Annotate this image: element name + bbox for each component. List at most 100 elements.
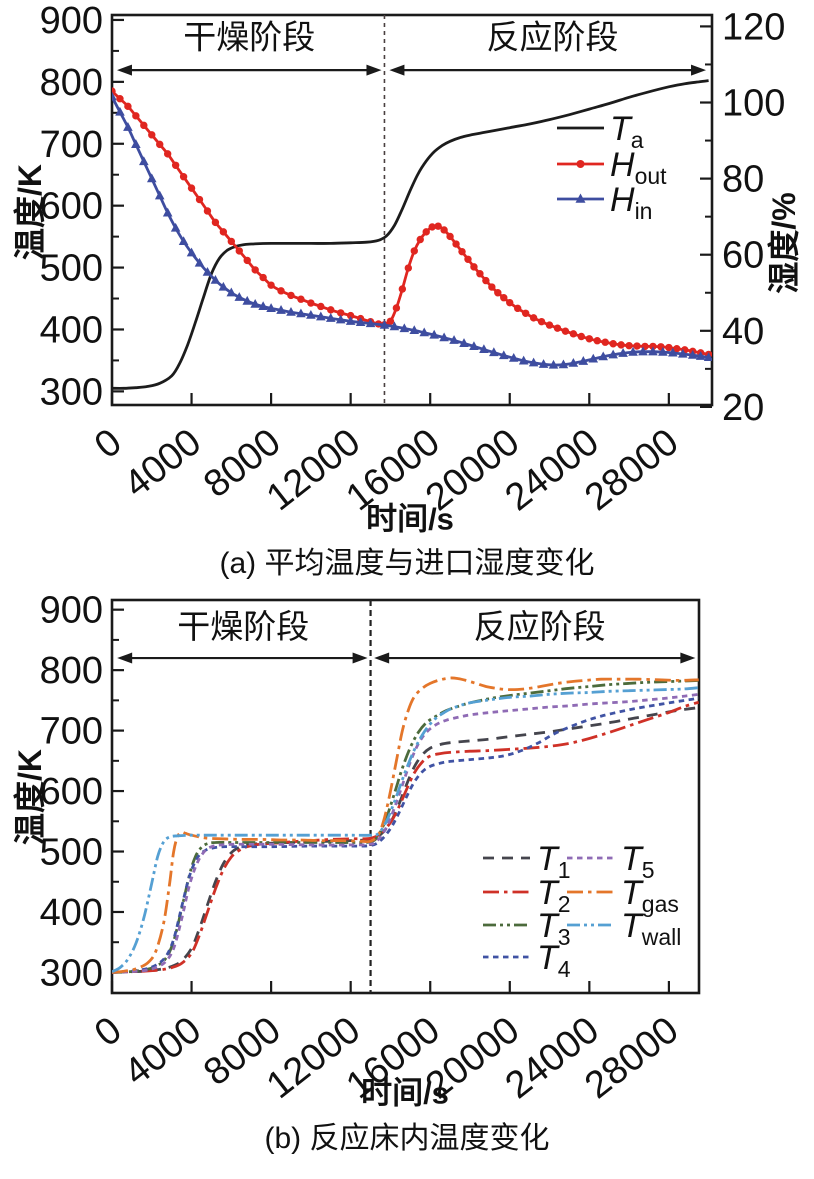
marker-circle-icon <box>446 232 454 241</box>
chart-a-right-axis-label: 湿度/% <box>766 192 802 294</box>
marker-circle-icon <box>171 161 180 169</box>
marker-circle-icon <box>416 235 424 244</box>
marker-triangle-icon <box>258 301 268 311</box>
chart-b-y-axis-label: 温度/K <box>12 748 48 846</box>
marker-triangle-icon <box>469 341 479 351</box>
marker-circle-icon <box>440 226 448 234</box>
arrow-head-right-icon <box>691 64 707 76</box>
chart-a-caption: (a) 平均温度与进口湿度变化 <box>219 547 595 580</box>
marker-circle-icon <box>422 228 430 236</box>
phase-annotation: 反应阶段 <box>389 19 707 76</box>
marker-circle-icon <box>148 131 156 139</box>
chart-a: 300 400 500 600 700 800 900 20 40 60 80 100 120 0 4000… <box>0 0 814 580</box>
legend-marker-circle-icon <box>576 160 585 168</box>
arrow-head-right-icon <box>366 64 382 76</box>
arrow-head-right-icon <box>680 652 696 664</box>
marker-triangle-icon <box>335 314 346 324</box>
marker-triangle-icon <box>528 357 539 367</box>
marker-circle-icon <box>633 342 641 350</box>
y-tick-label: 600 <box>40 771 103 813</box>
arrow-head-left-icon <box>374 652 390 664</box>
y-tick-label: 400 <box>40 892 103 934</box>
marker-triangle-icon <box>242 295 253 305</box>
marker-triangle-icon <box>479 344 489 354</box>
marker-circle-icon <box>116 95 124 103</box>
marker-triangle-icon <box>518 355 529 365</box>
series-T1-line <box>112 706 699 974</box>
x-tick-label: 28000 <box>577 421 686 519</box>
marker-circle-icon <box>514 304 522 313</box>
legend-entry-T5: T5 <box>567 840 655 883</box>
legend-entry-Tgas: Tgas <box>567 874 679 917</box>
y2-tick-label: 80 <box>722 159 764 201</box>
chart-b-x-axis-label: 时间/s <box>361 1075 449 1111</box>
legend-entry-T2: T2 <box>483 874 571 917</box>
arrow-head-left-icon <box>116 64 132 76</box>
marker-triangle-icon <box>218 281 229 291</box>
legend-entry-T1: T1 <box>483 840 571 883</box>
marker-circle-icon <box>251 266 259 274</box>
y2-tick-label: 60 <box>722 235 764 277</box>
marker-triangle-icon <box>628 346 638 356</box>
marker-circle-icon <box>140 121 148 130</box>
x-tick-label: 4000 <box>117 1009 209 1094</box>
marker-circle-icon <box>297 295 305 303</box>
marker-triangle-icon <box>139 156 149 166</box>
marker-triangle-icon <box>568 357 579 367</box>
legend-label: T4 <box>537 939 571 982</box>
marker-circle-icon <box>434 222 442 230</box>
y2-tick-label: 40 <box>722 311 764 353</box>
marker-triangle-icon <box>194 257 205 267</box>
marker-circle-icon <box>404 264 413 272</box>
y-tick-label: 500 <box>40 248 103 290</box>
marker-triangle-icon <box>365 318 376 328</box>
y2-tick-label: 20 <box>722 387 764 429</box>
marker-triangle-icon <box>306 310 316 319</box>
marker-circle-icon <box>156 140 164 149</box>
marker-circle-icon <box>464 255 472 263</box>
marker-circle-icon <box>545 321 554 329</box>
marker-circle-icon <box>500 294 508 302</box>
y2-tick-label: 120 <box>722 6 785 48</box>
marker-triangle-icon <box>325 313 336 322</box>
plot-border <box>110 13 714 407</box>
marker-triangle-icon <box>355 317 366 327</box>
phase-annotation: 干燥阶段 <box>117 608 368 664</box>
marker-circle-icon <box>386 317 395 325</box>
marker-circle-icon <box>482 276 490 285</box>
y2-tick-label: 100 <box>722 83 785 125</box>
marker-triangle-icon <box>429 329 439 339</box>
marker-triangle-icon <box>123 122 133 131</box>
series-T5-line <box>112 692 699 974</box>
marker-triangle-icon <box>538 359 549 368</box>
marker-circle-icon <box>625 341 633 350</box>
legend-label: T5 <box>621 840 655 883</box>
marker-triangle-icon <box>210 275 221 284</box>
marker-circle-icon <box>561 327 570 335</box>
legend-label: Hin <box>610 181 652 224</box>
phase-annotation: 干燥阶段 <box>116 19 382 76</box>
marker-circle-icon <box>458 247 466 256</box>
phase-annotation: 反应阶段 <box>374 608 696 664</box>
marker-circle-icon <box>553 324 562 332</box>
marker-circle-icon <box>287 291 295 300</box>
x-tick-label: 4000 <box>117 421 209 506</box>
marker-circle-icon <box>163 150 172 158</box>
marker-circle-icon <box>112 87 116 95</box>
marker-triangle-icon <box>677 348 688 358</box>
y-tick-label: 600 <box>40 186 103 228</box>
marker-triangle-icon <box>186 247 197 257</box>
marker-triangle-icon <box>608 349 618 359</box>
x-tick-label: 0 <box>87 1009 130 1055</box>
legend-label: Twall <box>621 907 681 950</box>
marker-triangle-icon <box>316 311 326 321</box>
marker-triangle-icon <box>202 267 213 276</box>
plot-border <box>110 598 701 995</box>
marker-circle-icon <box>585 335 593 343</box>
marker-circle-icon <box>601 338 609 346</box>
marker-circle-icon <box>124 102 132 111</box>
marker-triangle-icon <box>112 91 117 101</box>
phase-label: 干燥阶段 <box>177 608 309 645</box>
marker-circle-icon <box>203 207 212 215</box>
marker-triangle-icon <box>598 351 609 361</box>
